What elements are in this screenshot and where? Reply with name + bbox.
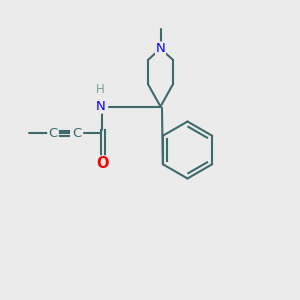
Text: H: H [96,83,105,97]
Text: N: N [156,42,165,55]
Text: C: C [72,127,81,140]
Text: O: O [96,156,108,171]
Text: C: C [48,127,57,140]
Text: N: N [96,100,105,113]
